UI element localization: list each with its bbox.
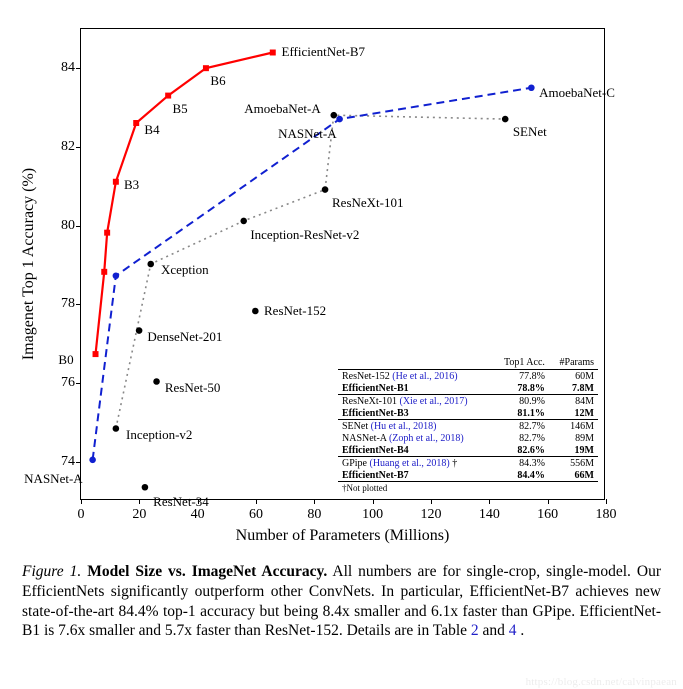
x-tick-label: 180: [596, 507, 617, 523]
x-tick-label: 20: [132, 507, 146, 523]
inset-params-cell: 12M: [549, 407, 598, 420]
caption-title: Model Size vs. ImageNet Accuracy.: [87, 563, 327, 580]
inset-params-cell: 89M: [549, 432, 598, 444]
inset-params-cell: 146M: [549, 420, 598, 433]
inset-acc-cell: 84.4%: [492, 469, 549, 482]
x-tick-label: 40: [191, 507, 205, 523]
y-tick-label: 78: [53, 296, 75, 312]
figure: 020406080100120140160180747678808284 Inc…: [0, 0, 683, 689]
inset-model-cell: GPipe (Huang et al., 2018) †: [338, 457, 492, 470]
chart-area: 020406080100120140160180747678808284 Inc…: [80, 28, 605, 500]
citation: (Zoph et al., 2018): [389, 433, 464, 444]
citation: (Xie et al., 2017): [400, 396, 468, 407]
x-axis-label: Number of Parameters (Millions): [236, 527, 450, 545]
point-label: NASNet-A: [24, 471, 83, 487]
x-tick-label: 140: [479, 507, 500, 523]
point-label: B0: [58, 352, 73, 368]
inset-acc-cell: 81.1%: [492, 407, 549, 420]
inset-acc-cell: 82.6%: [492, 444, 549, 457]
inset-header-cell: Top1 Acc.: [492, 356, 549, 370]
inset-acc-cell: 84.3%: [492, 457, 549, 470]
citation: (He et al., 2016): [392, 371, 457, 382]
inset-model-cell: EfficientNet-B3: [338, 407, 492, 420]
inset-header-cell: #Params: [549, 356, 598, 370]
inset-table: Top1 Acc.#Params ResNet-152 (He et al., …: [338, 356, 598, 493]
inset-acc-cell: 80.9%: [492, 395, 549, 408]
inset-model-cell: ResNeXt-101 (Xie et al., 2017): [338, 395, 492, 408]
y-tick-label: 80: [53, 218, 75, 234]
y-tick-label: 82: [53, 139, 75, 155]
citation: (Hu et al., 2018): [371, 421, 437, 432]
y-axis-label: Imagenet Top 1 Accuracy (%): [20, 168, 38, 360]
x-tick-label: 0: [78, 507, 85, 523]
inset-acc-cell: 78.8%: [492, 382, 549, 395]
inset-footnote: †Not plotted: [338, 482, 598, 494]
y-tick-label: 74: [53, 454, 75, 470]
inset-acc-cell: 82.7%: [492, 432, 549, 444]
figure-caption: Figure 1. Model Size vs. ImageNet Accura…: [22, 562, 661, 641]
inset-model-cell: EfficientNet-B7: [338, 469, 492, 482]
inset-model-cell: EfficientNet-B1: [338, 382, 492, 395]
x-tick-label: 100: [362, 507, 383, 523]
caption-label: Figure 1.: [22, 563, 81, 580]
x-tick-label: 120: [421, 507, 442, 523]
caption-link-1[interactable]: 2: [471, 622, 479, 639]
watermark: https://blog.csdn.net/calvinpaean: [526, 676, 677, 688]
inset-acc-cell: 82.7%: [492, 420, 549, 433]
y-tick-label: 76: [53, 375, 75, 391]
inset-params-cell: 60M: [549, 370, 598, 383]
y-tick-label: 84: [53, 60, 75, 76]
x-tick-label: 160: [537, 507, 558, 523]
inset-params-cell: 556M: [549, 457, 598, 470]
inset-model-cell: EfficientNet-B4: [338, 444, 492, 457]
caption-link-2[interactable]: 4: [509, 622, 517, 639]
inset-params-cell: 19M: [549, 444, 598, 457]
x-tick-label: 60: [249, 507, 263, 523]
inset-params-cell: 84M: [549, 395, 598, 408]
inset-model-cell: NASNet-A (Zoph et al., 2018): [338, 432, 492, 444]
citation: (Huang et al., 2018): [370, 458, 450, 469]
x-tick-label: 80: [307, 507, 321, 523]
inset-acc-cell: 77.8%: [492, 370, 549, 383]
inset-model-cell: ResNet-152 (He et al., 2016): [338, 370, 492, 383]
inset-header-cell: [338, 356, 492, 370]
inset-params-cell: 66M: [549, 469, 598, 482]
inset-model-cell: SENet (Hu et al., 2018): [338, 420, 492, 433]
inset-params-cell: 7.8M: [549, 382, 598, 395]
